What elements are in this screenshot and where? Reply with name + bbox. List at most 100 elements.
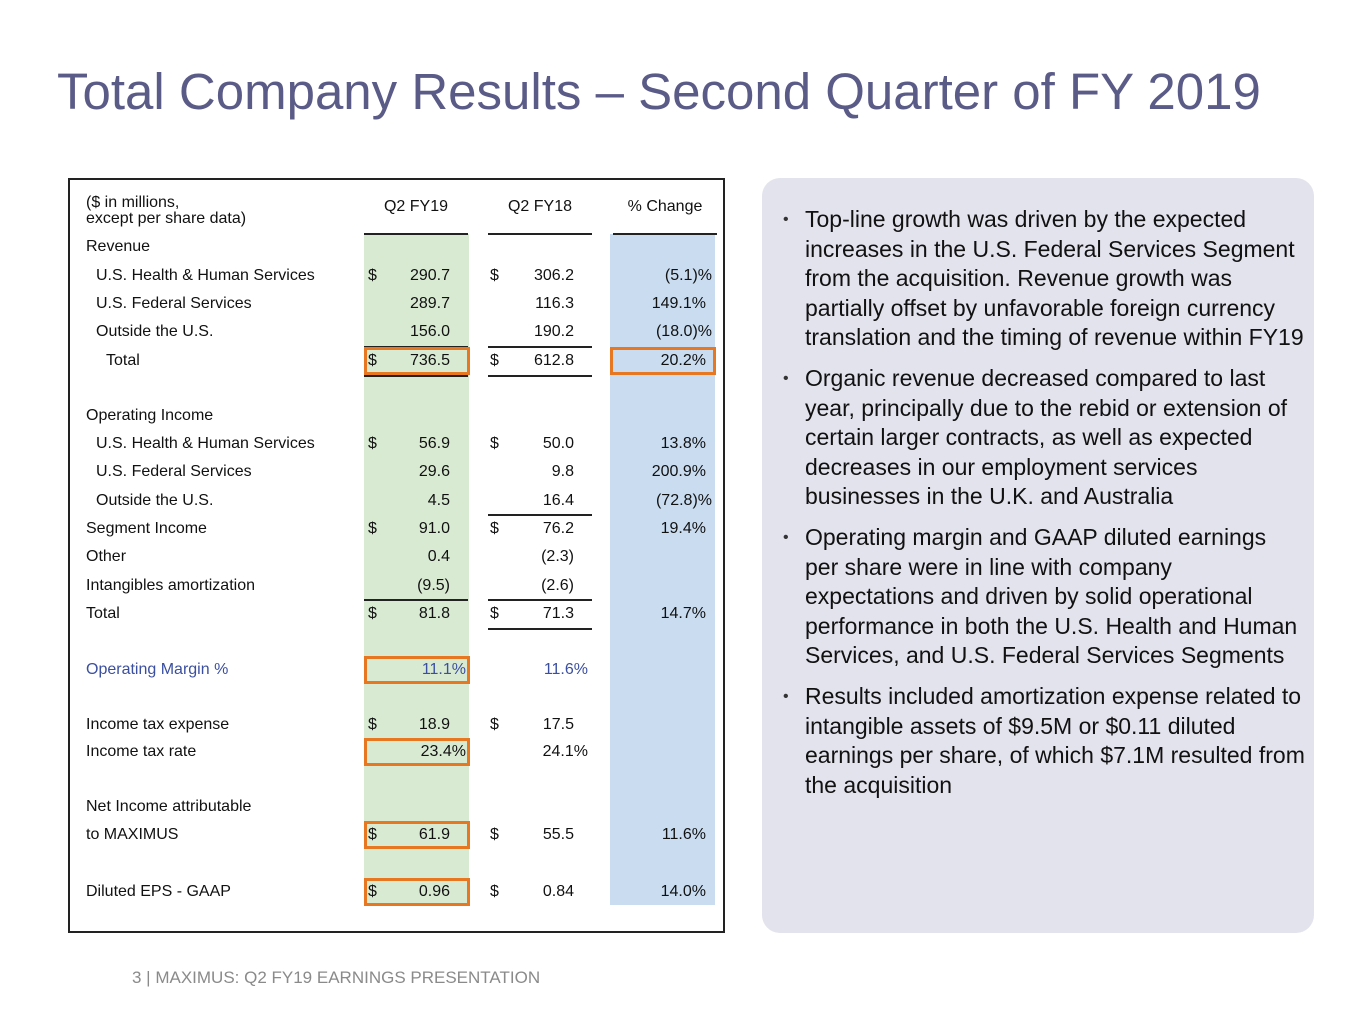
row-label: U.S. Health & Human Services (96, 435, 315, 452)
sum-rule (488, 375, 592, 377)
bullet: Top-line growth was driven by the expect… (783, 205, 1305, 353)
highlight-box (610, 347, 716, 375)
cell-value: 11.6% (661, 826, 706, 843)
row-label: U.S. Federal Services (96, 295, 252, 312)
cell-value: 14.0% (660, 883, 706, 900)
table-frame (68, 178, 725, 933)
cell-value: 0.96 (418, 883, 450, 900)
header-rule (613, 233, 717, 235)
cell-value: 4.5 (427, 492, 450, 509)
cell-value: (5.1)% (664, 267, 712, 284)
row-label: Operating Income (86, 407, 214, 424)
cell-value: 11.6% (543, 661, 588, 678)
cell-value: 61.9 (418, 826, 450, 843)
sum-rule (488, 514, 592, 516)
sum-rule (488, 346, 592, 348)
cell-value: (9.5) (417, 577, 450, 594)
cell-value: 289.7 (409, 295, 450, 312)
sum-rule (488, 599, 592, 601)
sum-rule (364, 599, 468, 601)
bullet: Operating margin and GAAP diluted earnin… (783, 523, 1305, 671)
currency-sign: $ (490, 716, 499, 733)
column-highlight (364, 234, 469, 905)
cell-value: 736.5 (409, 352, 450, 369)
highlight-box (364, 878, 470, 906)
row-label: Diluted EPS - GAAP (86, 883, 231, 900)
cell-value: 156.0 (409, 323, 450, 340)
currency-sign: $ (490, 826, 499, 843)
cell-value: 50.0 (542, 435, 574, 452)
cell-value: 14.7% (660, 605, 706, 622)
cell-value: 91.0 (418, 520, 450, 537)
row-label: Revenue (86, 238, 151, 255)
cell-value: 190.2 (533, 323, 574, 340)
cell-value: (72.8)% (655, 492, 712, 509)
cell-value: 20.2% (660, 352, 706, 369)
currency-sign: $ (368, 826, 377, 843)
column-header: % Change (627, 198, 703, 215)
row-label: Income tax rate (86, 743, 197, 760)
currency-sign: $ (490, 267, 499, 284)
row-label: Other (86, 548, 127, 565)
cell-value: (18.0)% (655, 323, 712, 340)
slide-title: Total Company Results – Second Quarter o… (57, 63, 1261, 120)
header-rule (488, 233, 592, 235)
cell-value: 116.3 (535, 295, 574, 312)
highlight-box (364, 656, 470, 684)
footer: 3 | MAXIMUS: Q2 FY19 EARNINGS PRESENTATI… (132, 968, 541, 987)
cell-value: 290.7 (409, 267, 450, 284)
currency-sign: $ (368, 352, 377, 369)
cell-value: 19.4% (660, 520, 706, 537)
currency-sign: $ (368, 267, 377, 284)
cell-value: 0.84 (542, 883, 574, 900)
header-label: ($ in millions, (86, 194, 180, 211)
cell-value: 71.3 (542, 605, 574, 622)
cell-value: 612.8 (533, 352, 574, 369)
cell-value: 17.5 (542, 716, 574, 733)
cell-value: 306.2 (533, 267, 574, 284)
highlight-box (364, 347, 470, 375)
cell-value: 23.4% (420, 743, 466, 760)
cell-value: 16.4 (542, 492, 574, 509)
cell-value: (2.3) (541, 548, 574, 565)
cell-value: 18.9 (418, 716, 450, 733)
header-rule (364, 233, 468, 235)
row-label: Total (106, 352, 140, 369)
row-label: Outside the U.S. (96, 492, 214, 509)
row-label: Outside the U.S. (96, 323, 214, 340)
currency-sign: $ (368, 605, 377, 622)
row-label: U.S. Federal Services (96, 463, 252, 480)
currency-sign: $ (368, 716, 377, 733)
row-label: Operating Margin % (86, 661, 229, 678)
cell-value: 149.1% (651, 295, 706, 312)
cell-value: 55.5 (542, 826, 574, 843)
column-header: Q2 FY19 (383, 198, 449, 215)
bullet: Organic revenue decreased compared to la… (783, 364, 1305, 512)
header-label: except per share data) (86, 210, 247, 227)
currency-sign: $ (490, 883, 499, 900)
sum-rule (488, 628, 592, 630)
cell-value: 56.9 (418, 435, 450, 452)
currency-sign: $ (490, 352, 499, 369)
column-header: Q2 FY18 (507, 198, 573, 215)
cell-value: 13.8% (660, 435, 706, 452)
cell-value: 29.6 (418, 463, 450, 480)
row-label: Net Income attributable (86, 798, 252, 815)
cell-value: 0.4 (427, 548, 450, 565)
cell-value: 11.1% (421, 661, 466, 678)
row-label: to MAXIMUS (86, 826, 179, 843)
cell-value: 9.8 (551, 463, 574, 480)
cell-value: 24.1% (542, 743, 588, 760)
currency-sign: $ (368, 435, 377, 452)
currency-sign: $ (490, 520, 499, 537)
currency-sign: $ (368, 520, 377, 537)
cell-value: (2.6) (541, 577, 574, 594)
cell-value: 200.9% (651, 463, 706, 480)
bullet: Results included amortization expense re… (783, 682, 1305, 800)
cell-value: 81.8 (418, 605, 450, 622)
row-label: Segment Income (86, 520, 207, 537)
cell-value: 76.2 (542, 520, 574, 537)
column-highlight (610, 234, 715, 905)
row-label: U.S. Health & Human Services (96, 267, 315, 284)
